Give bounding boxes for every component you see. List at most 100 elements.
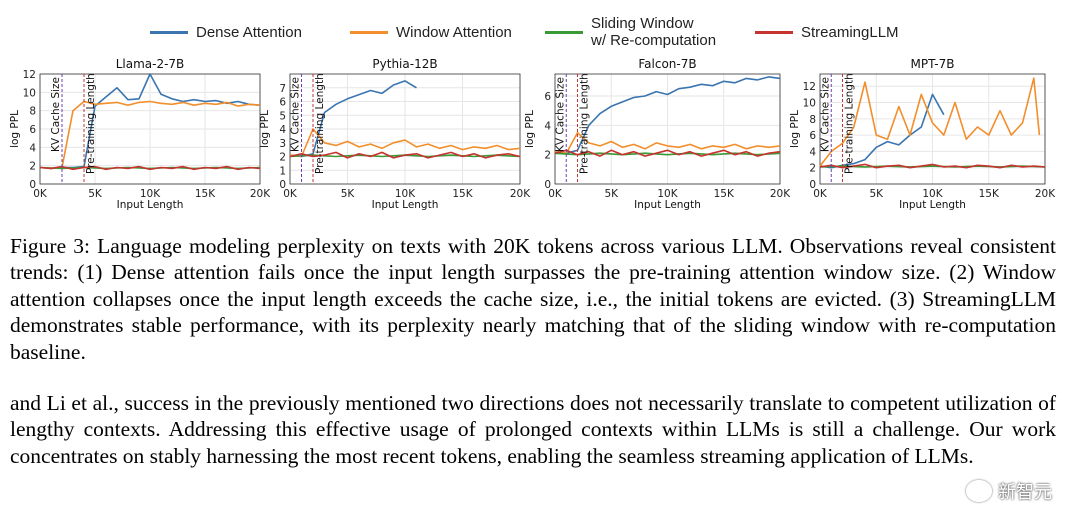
series-line-window-attention bbox=[289, 128, 521, 158]
y-tick-label: 2 bbox=[279, 152, 286, 164]
body-paragraph: and Li et al., success in the previously… bbox=[10, 391, 1056, 468]
kv-cache-label: KV Cache Size bbox=[819, 77, 831, 152]
chart-panel-2: 0 2 4 6 0K 5K 10K 15K 20K Falcon-7B Input Length lo… bbox=[524, 57, 791, 210]
y-tick-label: 0 bbox=[544, 179, 551, 191]
y-axis-label: log PPL bbox=[259, 110, 271, 148]
legend-item-window: Window Attention bbox=[350, 14, 512, 50]
x-tick-label: 0K bbox=[33, 188, 48, 200]
wechat-icon bbox=[966, 480, 992, 502]
x-tick-label: 10K bbox=[657, 188, 678, 200]
y-axis-label: log PPL bbox=[524, 110, 536, 148]
x-tick-label: 0K bbox=[283, 188, 298, 200]
series-line-streamingllm bbox=[289, 151, 521, 159]
x-axis-label: Input Length bbox=[634, 199, 701, 210]
y-tick-label: 6 bbox=[809, 130, 816, 142]
series-line-window-attention bbox=[819, 77, 1041, 167]
legend-label: Sliding Window w/ Re-computation bbox=[591, 15, 717, 49]
y-tick-label: 3 bbox=[279, 138, 286, 150]
y-tick-label: 5 bbox=[279, 110, 286, 122]
series-line-dense-attention bbox=[554, 76, 781, 154]
kv-cache-label: KV Cache Size bbox=[290, 77, 302, 152]
x-tick-label: 20K bbox=[250, 188, 271, 200]
y-tick-label: 7 bbox=[279, 83, 286, 95]
x-tick-label: 5K bbox=[869, 188, 884, 200]
y-tick-label: 8 bbox=[809, 114, 816, 126]
y-axis-label: log PPL bbox=[9, 110, 21, 148]
pretraining-label: Pre-training Length bbox=[579, 73, 591, 174]
y-tick-label: 4 bbox=[809, 146, 816, 158]
watermark: 新智元 bbox=[966, 478, 1052, 504]
y-tick-label: 2 bbox=[29, 161, 36, 173]
x-tick-label: 5K bbox=[604, 188, 619, 200]
x-tick-label: 10K bbox=[922, 188, 943, 200]
x-tick-label: 15K bbox=[195, 188, 216, 200]
figure-caption: Figure 3: Language modeling perplexity o… bbox=[10, 234, 1056, 364]
y-tick-label: 6 bbox=[29, 124, 36, 136]
kv-cache-label: KV Cache Size bbox=[554, 77, 566, 152]
y-tick-label: 6 bbox=[279, 97, 286, 109]
figure-panels: 0 2 4 6 8 10 12 0K 5K 10K 15K 20K Llama-2-7B Input Le… bbox=[0, 50, 1080, 210]
y-tick-label: 2 bbox=[544, 150, 551, 162]
chart-title: MPT-7B bbox=[910, 57, 954, 71]
x-axis-label: Input Length bbox=[372, 199, 439, 210]
y-tick-label: 0 bbox=[279, 179, 286, 191]
chart-panel-3: 0 2 4 6 8 10 12 0K 5K 10K 15K 20K MPT-7B Input Length… bbox=[789, 57, 1056, 210]
legend-label: Window Attention bbox=[396, 23, 512, 41]
y-tick-label: 12 bbox=[23, 69, 36, 81]
plot-frame bbox=[289, 73, 521, 185]
x-tick-label: 0K bbox=[813, 188, 828, 200]
chart-panel-0: 0 2 4 6 8 10 12 0K 5K 10K 15K 20K Llama-2-7B Input Le… bbox=[9, 57, 271, 210]
series-line-streamingllm bbox=[39, 165, 261, 171]
plot-frame bbox=[554, 73, 781, 185]
plot-frame bbox=[819, 73, 1046, 185]
chart-title: Llama-2-7B bbox=[116, 57, 185, 71]
chart-title: Falcon-7B bbox=[638, 57, 696, 71]
x-axis-label: Input Length bbox=[117, 199, 184, 210]
y-tick-label: 0 bbox=[29, 179, 36, 191]
x-tick-label: 10K bbox=[140, 188, 161, 200]
pretraining-label: Pre-training Length bbox=[314, 73, 326, 174]
y-tick-label: 12 bbox=[803, 81, 816, 93]
x-axis-label: Input Length bbox=[899, 199, 966, 210]
y-tick-label: 8 bbox=[29, 106, 36, 118]
y-tick-label: 0 bbox=[809, 179, 816, 191]
x-tick-label: 10K bbox=[395, 188, 416, 200]
series-line-window-attention bbox=[39, 100, 261, 170]
pretraining-label: Pre-training Length bbox=[85, 73, 97, 174]
legend-item-streaming: StreamingLLM bbox=[755, 14, 899, 50]
y-tick-label: 4 bbox=[279, 124, 286, 136]
series-line-window-attention bbox=[554, 131, 781, 154]
legend-swatch bbox=[350, 30, 388, 34]
y-tick-label: 6 bbox=[544, 91, 551, 103]
x-tick-label: 5K bbox=[341, 188, 356, 200]
x-tick-label: 15K bbox=[979, 188, 1000, 200]
x-tick-label: 15K bbox=[452, 188, 473, 200]
x-tick-label: 0K bbox=[548, 188, 563, 200]
x-tick-label: 20K bbox=[510, 188, 531, 200]
x-tick-label: 20K bbox=[770, 188, 791, 200]
legend-label: StreamingLLM bbox=[801, 23, 899, 41]
y-tick-label: 10 bbox=[23, 87, 36, 99]
y-axis-label: log PPL bbox=[789, 110, 801, 148]
chart-title: Pythia-12B bbox=[372, 57, 437, 71]
x-tick-label: 5K bbox=[88, 188, 103, 200]
series-line-streamingllm bbox=[554, 149, 781, 157]
series-line-dense-attention bbox=[289, 80, 417, 158]
y-tick-label: 4 bbox=[29, 142, 36, 154]
legend-swatch bbox=[545, 30, 583, 34]
x-tick-label: 20K bbox=[1035, 188, 1056, 200]
pretraining-label: Pre-training Length bbox=[844, 73, 856, 174]
x-tick-label: 15K bbox=[714, 188, 735, 200]
series-line-streamingllm bbox=[819, 163, 1046, 169]
y-tick-label: 10 bbox=[803, 98, 816, 110]
legend-swatch bbox=[755, 30, 793, 34]
kv-cache-label: KV Cache Size bbox=[50, 77, 62, 152]
legend-swatch bbox=[150, 30, 188, 34]
series-line-sliding-window-w-re-computation bbox=[39, 166, 261, 170]
legend-label: Dense Attention bbox=[196, 23, 302, 41]
legend-item-sliding: Sliding Window w/ Re-computation bbox=[545, 14, 716, 50]
y-tick-label: 4 bbox=[544, 120, 551, 132]
legend-item-dense: Dense Attention bbox=[150, 14, 302, 50]
